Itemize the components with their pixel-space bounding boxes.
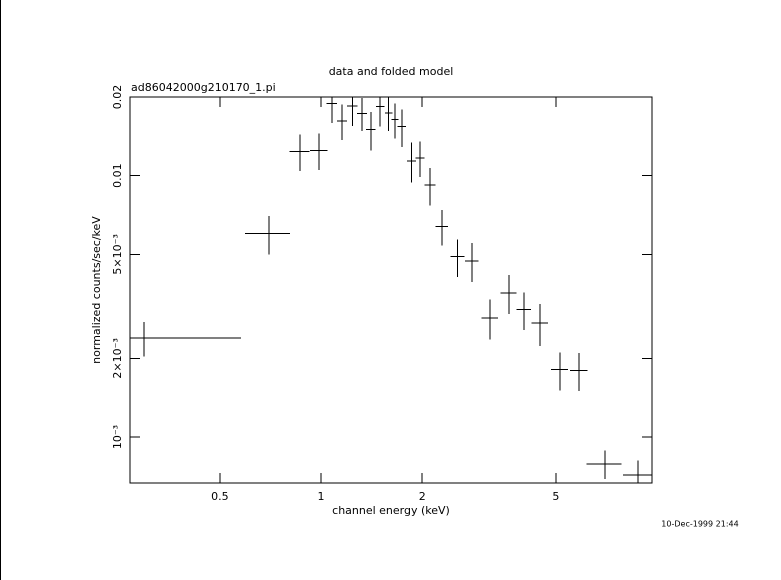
chart-title: data and folded model — [329, 65, 454, 78]
y-tick-label: 10⁻³ — [111, 425, 124, 449]
plot-area — [130, 97, 652, 483]
x-tick-label: 5 — [552, 490, 559, 503]
x-tick-label: 1 — [318, 490, 325, 503]
y-tick-label: 0.02 — [111, 85, 124, 110]
x-axis-label: channel energy (keV) — [332, 504, 450, 517]
timestamp: 10-Dec-1999 21:44 — [661, 520, 738, 529]
x-tick-label: 2 — [419, 490, 426, 503]
y-tick-label: 2×10⁻³ — [111, 338, 124, 378]
y-tick-label: 0.01 — [111, 163, 124, 188]
chart-subtitle: ad86042000g210170_1.pi — [131, 81, 276, 94]
x-tick-label: 0.5 — [211, 490, 229, 503]
y-tick-label: 5×10⁻³ — [111, 234, 124, 274]
plot-frame — [129, 96, 653, 484]
y-axis-label: normalized counts/sec/keV — [90, 216, 103, 364]
